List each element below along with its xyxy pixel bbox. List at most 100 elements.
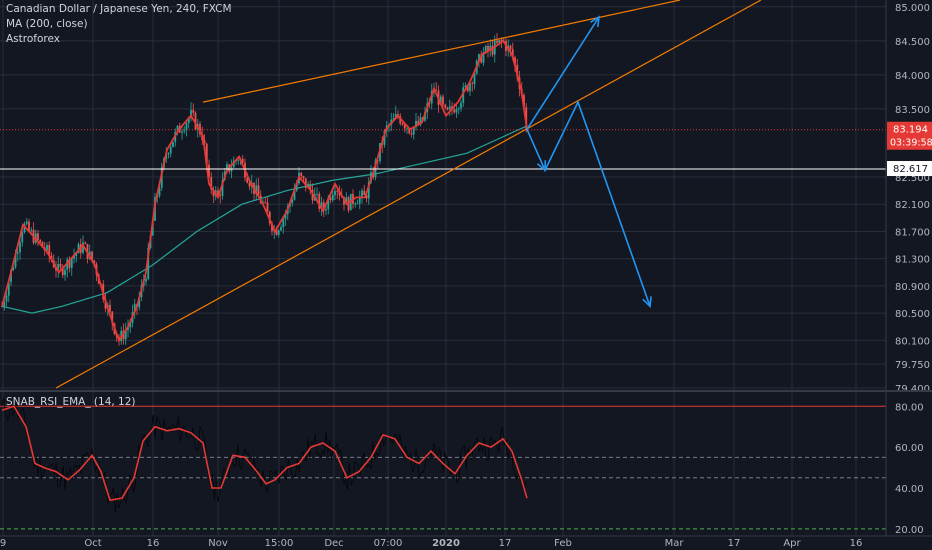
- candle-body: [439, 96, 442, 105]
- candle-body: [192, 109, 195, 113]
- candle-body: [219, 195, 222, 197]
- candle-body: [5, 295, 8, 302]
- candle-body: [93, 260, 96, 265]
- candle-body: [25, 221, 28, 224]
- price-smooth-line: [1, 39, 528, 343]
- time-tick-label-8: 17: [499, 538, 512, 549]
- candle-body: [309, 183, 312, 190]
- candle-body: [221, 179, 224, 196]
- candle-body: [145, 278, 147, 282]
- candle-body: [282, 218, 285, 228]
- rsi-tick-label-1: 60.00: [895, 443, 924, 454]
- candle-body: [133, 304, 136, 313]
- candle-body: [28, 221, 30, 231]
- time-tick-label-7: 2020: [432, 538, 460, 549]
- candle-body: [487, 46, 489, 51]
- candle-body: [334, 191, 336, 196]
- candle-body: [190, 109, 192, 119]
- candle-body: [217, 190, 219, 196]
- price-panel[interactable]: [0, 33, 886, 346]
- rsi-panel[interactable]: [0, 398, 886, 530]
- candle-body: [70, 258, 73, 268]
- drawings[interactable]: [55, 0, 762, 389]
- candle-body: [19, 242, 21, 253]
- candle-body: [275, 229, 278, 236]
- candle-body: [7, 282, 10, 296]
- candle-body: [124, 330, 127, 340]
- candle-body: [284, 214, 287, 219]
- candle-body: [466, 85, 469, 92]
- candle-body: [383, 130, 386, 145]
- candle-body: [392, 118, 395, 120]
- candle-body: [109, 304, 111, 312]
- candle-body: [457, 108, 460, 110]
- candle-body: [444, 104, 447, 108]
- candle-body: [212, 189, 215, 197]
- candle-body: [345, 197, 348, 205]
- candle-body: [82, 242, 84, 253]
- time-tick-label-0: 9: [0, 538, 6, 549]
- candle-body: [232, 160, 235, 168]
- candle-body: [316, 193, 318, 195]
- candle-body: [376, 160, 379, 162]
- ma-indicator-label[interactable]: MA (200, close): [6, 18, 88, 30]
- bearish-path: [526, 100, 651, 307]
- candle-body: [111, 311, 114, 324]
- candle-body: [248, 182, 251, 187]
- rsi-indicator-label[interactable]: SNAB_RSI_EMA_ (14, 12): [6, 396, 136, 408]
- candle-body: [280, 227, 282, 231]
- price-tick-label-10: 80.100: [895, 336, 930, 347]
- candle-body: [291, 199, 294, 204]
- candle-body: [147, 247, 150, 279]
- price-tick-label-1: 84.500: [895, 37, 930, 48]
- candle-body: [10, 269, 12, 283]
- bearish-path-first-arrowhead: [536, 160, 547, 172]
- candle-body: [73, 255, 75, 259]
- price-tick-label-5: 82.100: [895, 200, 930, 211]
- candle-body: [61, 266, 64, 276]
- candle-body: [37, 233, 39, 241]
- candle-body: [39, 240, 42, 242]
- candle-body: [509, 45, 512, 50]
- price-tick-label-0: 85.000: [895, 3, 930, 14]
- rising-support-line: [55, 0, 762, 389]
- candle-body: [403, 124, 406, 129]
- price-tick-label-3: 83.500: [895, 105, 930, 116]
- rsi-tick-label-2: 40.00: [895, 484, 924, 495]
- candle-body: [322, 202, 325, 211]
- time-tick-label-1: Oct: [84, 538, 101, 549]
- candle-body: [30, 229, 33, 231]
- candle-body: [158, 187, 161, 196]
- candle-body: [469, 83, 471, 92]
- candle-body: [399, 116, 402, 124]
- bar-countdown-label: 03:39:58: [890, 138, 932, 149]
- candle-body: [412, 127, 415, 135]
- candle-body: [484, 46, 487, 53]
- candle-body: [277, 230, 280, 236]
- candle-body: [21, 232, 24, 243]
- candle-body: [419, 117, 422, 125]
- horizontal-level-badge: [887, 161, 932, 177]
- time-tick-label-11: 17: [728, 538, 741, 549]
- candle-body: [66, 259, 69, 270]
- symbol-title[interactable]: Canadian Dollar / Japanese Yen, 240, FXC…: [6, 3, 232, 15]
- upper-channel-line: [202, 36, 507, 103]
- custom-indicator-label[interactable]: Astroforex: [6, 33, 60, 45]
- candle-body: [194, 112, 197, 130]
- candle-body: [336, 191, 339, 193]
- candle-body: [327, 197, 330, 210]
- price-tick-label-8: 80.900: [895, 282, 930, 293]
- candle-body: [394, 113, 397, 119]
- candle-body: [406, 128, 408, 130]
- candle-body: [246, 177, 249, 183]
- candle-body: [129, 322, 132, 328]
- candle-body: [460, 102, 462, 109]
- candle-body: [295, 183, 298, 191]
- candle-body: [435, 90, 438, 91]
- price-tick-label-12: 79.400: [895, 384, 930, 395]
- price-tick-label-6: 81.700: [895, 227, 930, 238]
- candle-body: [255, 185, 258, 194]
- candle-body: [264, 202, 267, 204]
- candle-body: [401, 123, 404, 125]
